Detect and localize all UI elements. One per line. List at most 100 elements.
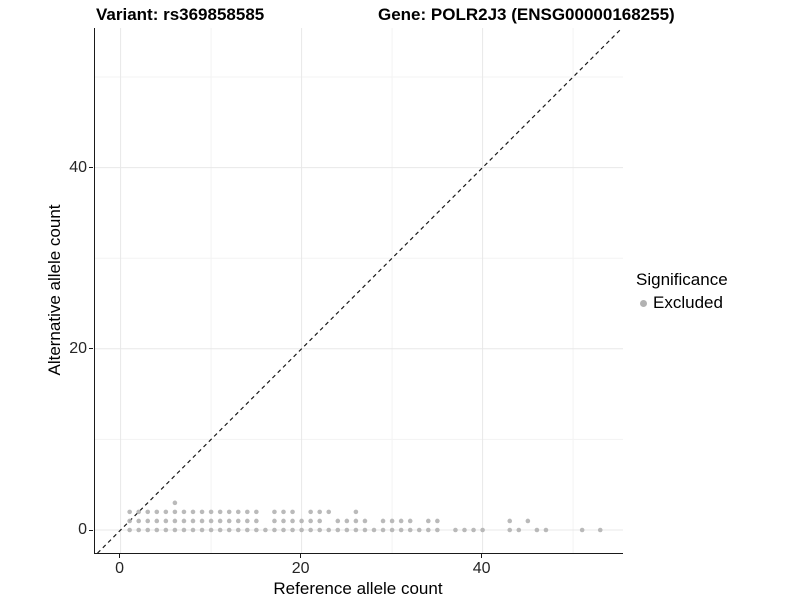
y-tick-mark — [89, 348, 93, 350]
data-point — [235, 527, 241, 533]
data-point — [317, 527, 322, 533]
variant-title: Variant: rs369858585 — [96, 5, 265, 24]
data-point — [154, 527, 160, 533]
data-point — [435, 527, 440, 533]
data-point — [335, 518, 341, 524]
data-point — [154, 518, 160, 524]
legend-title: Significance — [636, 270, 728, 289]
data-point — [317, 518, 322, 524]
data-point — [290, 509, 295, 515]
data-point — [217, 509, 223, 515]
data-point — [507, 518, 513, 524]
data-point — [281, 518, 286, 524]
data-point — [299, 527, 304, 533]
data-point — [163, 527, 169, 533]
x-tick-mark — [119, 554, 121, 558]
y-axis-title: Alternative allele count — [45, 204, 64, 376]
data-point — [199, 509, 205, 515]
data-point — [245, 518, 250, 524]
data-point — [199, 527, 205, 533]
data-point — [579, 527, 585, 533]
data-point — [516, 527, 522, 533]
data-point — [453, 527, 458, 533]
x-tick-mark — [481, 554, 483, 558]
data-point — [371, 527, 377, 533]
data-point — [172, 527, 178, 533]
data-point — [208, 527, 214, 533]
data-point — [407, 527, 413, 533]
data-point — [416, 527, 422, 533]
data-point — [299, 518, 304, 524]
data-point — [353, 518, 359, 524]
data-point — [281, 527, 286, 533]
data-point — [136, 527, 141, 533]
legend: Significance Excluded — [636, 270, 728, 313]
data-point — [281, 509, 286, 515]
identity-line — [97, 28, 623, 553]
data-point — [154, 509, 160, 515]
data-point — [389, 518, 395, 524]
data-point — [199, 518, 205, 524]
data-point — [190, 509, 196, 515]
data-point — [344, 527, 350, 533]
data-point — [317, 509, 322, 515]
plot-panel — [94, 28, 623, 554]
data-point — [398, 527, 404, 533]
data-point — [290, 518, 295, 524]
data-point — [263, 527, 268, 533]
data-point — [389, 527, 395, 533]
data-point — [480, 527, 485, 533]
data-point — [308, 509, 313, 515]
data-point — [272, 509, 277, 515]
data-point — [435, 518, 440, 524]
y-tick-label: 40 — [69, 158, 87, 176]
data-point — [181, 527, 187, 533]
data-point — [235, 518, 241, 524]
data-point — [235, 509, 241, 515]
data-point — [426, 527, 431, 533]
y-tick-label: 20 — [69, 339, 87, 357]
data-point — [208, 509, 214, 515]
x-tick-label: 40 — [472, 560, 491, 577]
data-point — [163, 518, 169, 524]
data-point — [172, 500, 178, 506]
data-point — [462, 527, 467, 533]
gene-title: Gene: POLR2J3 (ENSG00000168255) — [378, 5, 675, 24]
data-point — [362, 527, 368, 533]
data-point — [190, 527, 196, 533]
data-point — [145, 518, 151, 524]
data-point — [525, 518, 531, 524]
data-point — [380, 518, 386, 524]
data-point — [254, 518, 259, 524]
data-point — [127, 518, 132, 524]
data-point — [208, 518, 214, 524]
legend-item-excluded: Excluded — [636, 293, 728, 313]
plot-canvas — [95, 28, 623, 553]
y-tick-label: 0 — [78, 521, 87, 538]
x-tick-mark — [300, 554, 302, 558]
y-tick-mark — [89, 167, 93, 169]
excluded-point-icon — [640, 299, 647, 307]
data-point — [597, 527, 603, 533]
legend-item-label: Excluded — [653, 293, 723, 312]
data-point — [145, 509, 151, 515]
data-point — [344, 518, 350, 524]
data-point — [226, 527, 232, 533]
data-point — [326, 527, 332, 533]
data-point — [226, 518, 232, 524]
data-point — [217, 518, 223, 524]
data-point — [226, 509, 232, 515]
data-point — [136, 518, 141, 524]
data-point — [362, 518, 368, 524]
data-point — [353, 527, 359, 533]
data-point — [380, 527, 386, 533]
data-point — [308, 518, 313, 524]
x-tick-label: 20 — [291, 560, 310, 577]
data-point — [471, 527, 476, 533]
x-tick-label: 0 — [115, 560, 125, 577]
data-point — [181, 509, 187, 515]
data-point — [507, 527, 513, 533]
data-point — [245, 509, 250, 515]
y-tick-mark — [89, 529, 93, 531]
